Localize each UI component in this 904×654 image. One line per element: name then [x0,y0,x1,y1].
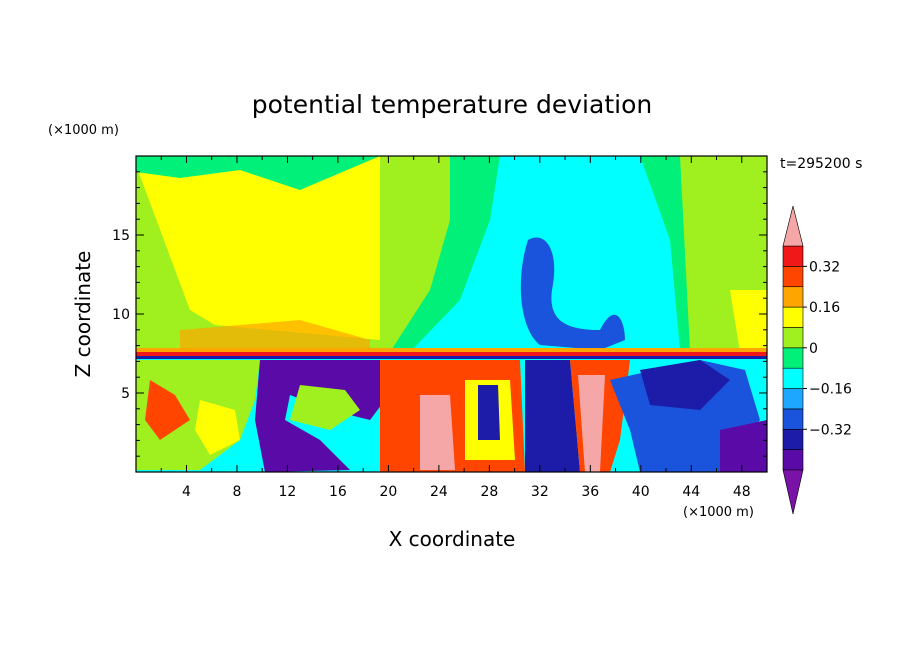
x-tick-label: 20 [379,484,397,500]
colorbar-swatch [782,266,804,288]
colorbar-swatch [782,347,804,369]
field-lower-left-red [145,380,190,440]
colorbar-tick-label: −0.32 [809,422,852,438]
field-upper-blue-tongue [520,237,625,350]
colorbar-extend-high [782,205,804,247]
colorbar-swatch [782,367,804,389]
x-tick-label: 40 [632,484,650,500]
colorbar-tick-label: 0 [809,341,818,357]
y-axis-unit: (×1000 m) [48,123,119,138]
x-tick-label: 12 [279,484,297,500]
field-orange-patch [180,320,370,352]
y-tick-label: 5 [121,386,130,402]
chart-title: potential temperature deviation [252,90,652,119]
field-lower-purple [255,360,385,472]
field-inversion-blue [136,356,767,359]
x-tick-label: 32 [531,484,549,500]
x-tick-label: 4 [182,484,191,500]
field-upper-right-yellow [730,290,767,352]
field-lower-blue-band [525,360,580,472]
x-tick-label: 36 [581,484,599,500]
colorbar-swatch [782,388,804,410]
x-axis-unit: (×1000 m) [683,505,754,520]
x-tick-label: 16 [329,484,347,500]
colorbar-swatch [782,428,804,450]
x-tick-label: 44 [682,484,700,500]
time-label: t=295200 s [780,156,862,172]
colorbar-swatch [782,306,804,328]
field-lower-green-swirl [290,385,360,430]
colorbar-tick-label: −0.16 [809,382,852,398]
colorbar: 0.32 0.16 0 −0.16 −0.32 [782,205,852,515]
x-tick-label: 24 [430,484,448,500]
colorbar-swatch [782,327,804,349]
y-axis-label: Z coordinate [71,251,95,378]
plot-area [136,156,767,472]
x-tick-label: 8 [232,484,241,500]
colorbar-swatch [782,286,804,308]
field-lower-left-yellow [195,400,240,455]
colorbar-tick-label: 0.32 [809,259,840,275]
y-axis: 5 10 15 [112,171,767,457]
field-lower-right-navy [640,360,730,410]
y-tick-label: 15 [112,228,130,244]
field-upper-yellow [136,156,380,340]
colorbar-swatch [782,245,804,267]
colorbar-extend-low [782,469,804,515]
x-tick-label: 48 [733,484,751,500]
field-inversion-orange [136,348,767,354]
x-tick-label: 28 [480,484,498,500]
field-cold-core [478,385,500,440]
colorbar-swatch [782,449,804,471]
field-warm-core-1 [420,395,455,470]
x-axis-label: X coordinate [389,527,516,551]
field-warm-core-2 [578,375,605,472]
colorbar-swatch [782,408,804,430]
field-upper-teal-strip [136,156,380,190]
field-lower-right-purple [720,420,767,472]
x-axis: 4 8 12 16 20 24 28 32 36 40 44 48 [160,156,751,500]
colorbar-tick-label: 0.16 [809,300,840,316]
y-tick-label: 10 [112,307,130,323]
field-inversion-red [136,352,767,356]
